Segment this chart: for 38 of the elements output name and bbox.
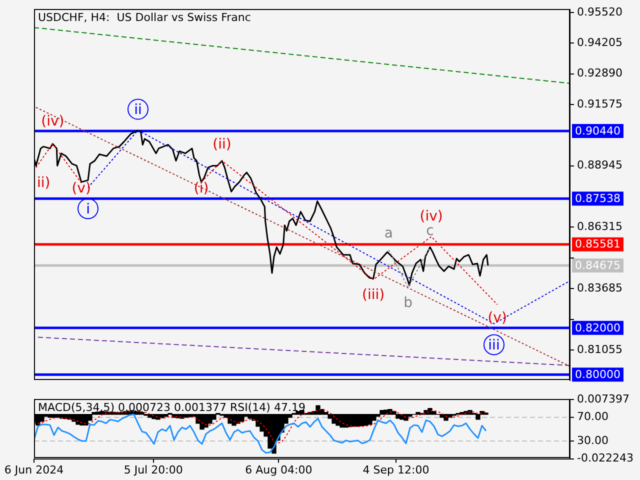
data-label: c	[426, 222, 434, 239]
x-tick-label: 6 Jun 2024	[4, 463, 64, 476]
data-label: ii)	[36, 175, 50, 192]
y-tick-label: 0.81055	[577, 342, 622, 356]
chart-title: USDCHF, H4: US Dollar vs Swiss Franc	[38, 10, 251, 24]
data-label: b	[404, 294, 413, 311]
y2-tick-label: 30.00	[577, 434, 608, 447]
annotation: i	[86, 201, 90, 218]
x-tick-label: 4 Sep 12:00	[362, 463, 430, 476]
y-tick-label: 0.95520	[577, 5, 622, 18]
data-label: (iv)	[41, 113, 64, 130]
data-label: (ii)	[212, 136, 232, 152]
x-tick-label: 5 Jul 20:00	[124, 463, 183, 476]
data-label: (iii)	[362, 287, 385, 304]
annotation: ii	[134, 102, 142, 118]
y-tick-label: 0.007397	[577, 392, 630, 406]
ref-line-label: 0.80000	[575, 368, 620, 381]
y-tick-label: 0.88945	[577, 158, 622, 172]
x-tick-label: 6 Aug 04:00	[245, 463, 312, 476]
y2-tick-label: 70.00	[577, 410, 608, 424]
y-tick-label: 0.92890	[577, 66, 622, 80]
y-tick-label: 0.83685	[577, 281, 622, 294]
annotation: iii	[488, 337, 500, 354]
data-label: (iv)	[420, 208, 443, 224]
ref-line-label: 0.87538	[575, 192, 620, 206]
y-tick-label: -0.022243	[577, 452, 634, 465]
ref-line-label: 0.85581	[575, 238, 620, 251]
ref-line-label: 0.84675	[575, 258, 620, 272]
data-label: (v)	[72, 180, 91, 197]
y-tick-label: 0.91575	[577, 97, 622, 110]
y-tick-label: 0.94205	[577, 36, 622, 49]
ref-line-label: 0.82000	[575, 321, 620, 334]
data-label: a	[384, 226, 393, 242]
ref-line-label: 0.90440	[575, 124, 620, 138]
chart-title: MACD(5,34,5) 0.000723 0.001377 RSI(14) 47.19	[38, 400, 306, 414]
data-label: (i)	[194, 180, 209, 197]
data-label: (v)	[488, 310, 507, 326]
y-tick-label: 0.86315	[577, 220, 622, 234]
